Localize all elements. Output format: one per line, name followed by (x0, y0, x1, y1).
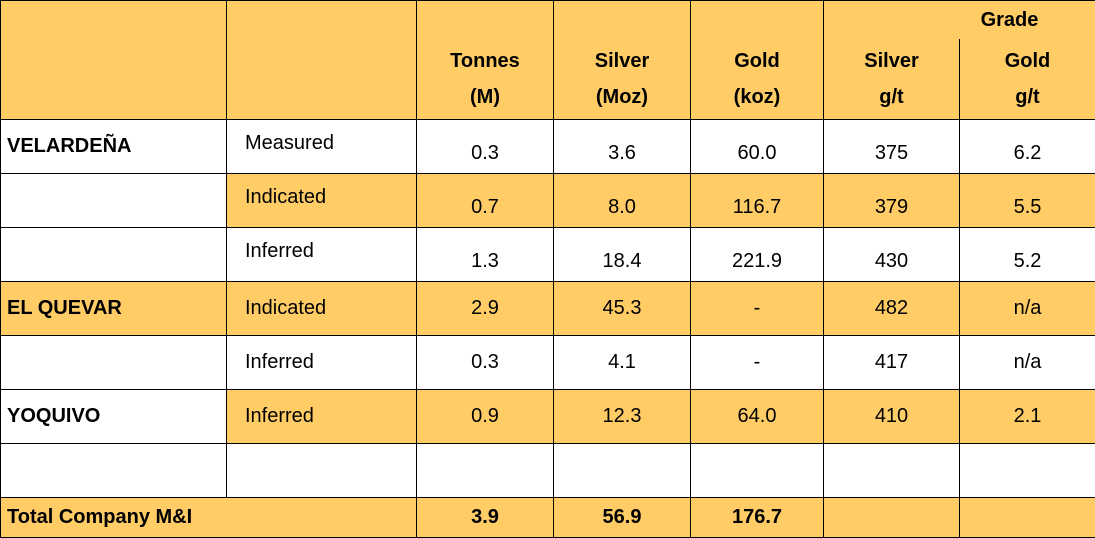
silver-gt-cell: 410 (824, 390, 960, 444)
empty-cell (227, 444, 417, 498)
category-cell: Indicated (227, 174, 417, 228)
header-grade-label: Grade (824, 1, 1095, 39)
tonnes-cell: 0.3 (417, 336, 554, 390)
empty-cell (824, 444, 960, 498)
silver-gt-cell: 417 (824, 336, 960, 390)
gold-koz-cell: 116.7 (691, 174, 824, 228)
table-row: Indicated 0.7 8.0 116.7 379 5.5 (1, 174, 1095, 228)
empty-cell (691, 444, 824, 498)
gold-koz-cell: - (691, 336, 824, 390)
site-cell (1, 336, 227, 390)
empty-cell (417, 444, 554, 498)
gold-koz-cell: 221.9 (691, 228, 824, 282)
category-cell: Inferred (227, 390, 417, 444)
tonnes-cell: 0.3 (417, 120, 554, 174)
total-gold-koz: 176.7 (691, 498, 824, 538)
table-row: EL QUEVAR Indicated 2.9 45.3 - 482 n/a (1, 282, 1095, 336)
tonnes-cell: 0.7 (417, 174, 554, 228)
category-cell: Inferred (227, 228, 417, 282)
gold-gt-cell: n/a (960, 282, 1095, 336)
total-label: Total Company M&I (1, 498, 417, 538)
empty-cell (960, 444, 1095, 498)
site-cell (1, 174, 227, 228)
total-silver-moz: 56.9 (554, 498, 691, 538)
gold-koz-cell: 64.0 (691, 390, 824, 444)
table-row: Inferred 1.3 18.4 221.9 430 5.2 (1, 228, 1095, 282)
table-row: YOQUIVO Inferred 0.9 12.3 64.0 410 2.1 (1, 390, 1095, 444)
silver-gt-cell: 379 (824, 174, 960, 228)
table-row: VELARDEÑA Measured 0.3 3.6 60.0 375 6.2 (1, 120, 1095, 174)
silver-gt-cell: 375 (824, 120, 960, 174)
gold-gt-cell: 6.2 (960, 120, 1095, 174)
tonnes-cell: 1.3 (417, 228, 554, 282)
tonnes-cell: 0.9 (417, 390, 554, 444)
table-row: Inferred 0.3 4.1 - 417 n/a (1, 336, 1095, 390)
category-cell: Inferred (227, 336, 417, 390)
silver-moz-cell: 18.4 (554, 228, 691, 282)
site-cell (1, 228, 227, 282)
silver-gt-cell: 430 (824, 228, 960, 282)
silver-moz-cell: 4.1 (554, 336, 691, 390)
header-row: Tonnes(M) Silver(Moz) Gold(koz) Grade Si… (1, 1, 1095, 120)
silver-moz-cell: 12.3 (554, 390, 691, 444)
silver-gt-cell: 482 (824, 282, 960, 336)
total-silver-gt (824, 498, 960, 538)
gold-gt-cell: 5.5 (960, 174, 1095, 228)
header-empty-site (1, 1, 227, 120)
gold-koz-cell: 60.0 (691, 120, 824, 174)
header-tonnes: Tonnes(M) (417, 1, 554, 120)
total-gold-gt (960, 498, 1095, 538)
header-empty-category (227, 1, 417, 120)
empty-cell (554, 444, 691, 498)
site-cell: YOQUIVO (1, 390, 227, 444)
total-tonnes: 3.9 (417, 498, 554, 538)
site-cell: EL QUEVAR (1, 282, 227, 336)
empty-row (1, 444, 1095, 498)
header-gold-koz: Gold(koz) (691, 1, 824, 120)
site-cell: VELARDEÑA (1, 120, 227, 174)
tonnes-cell: 2.9 (417, 282, 554, 336)
gold-gt-cell: 5.2 (960, 228, 1095, 282)
category-cell: Measured (227, 120, 417, 174)
silver-moz-cell: 3.6 (554, 120, 691, 174)
category-cell: Indicated (227, 282, 417, 336)
silver-moz-cell: 45.3 (554, 282, 691, 336)
gold-gt-cell: n/a (960, 336, 1095, 390)
gold-koz-cell: - (691, 282, 824, 336)
header-silver-moz: Silver(Moz) (554, 1, 691, 120)
gold-gt-cell: 2.1 (960, 390, 1095, 444)
silver-moz-cell: 8.0 (554, 174, 691, 228)
empty-cell (1, 444, 227, 498)
total-row: Total Company M&I 3.9 56.9 176.7 (1, 498, 1095, 538)
